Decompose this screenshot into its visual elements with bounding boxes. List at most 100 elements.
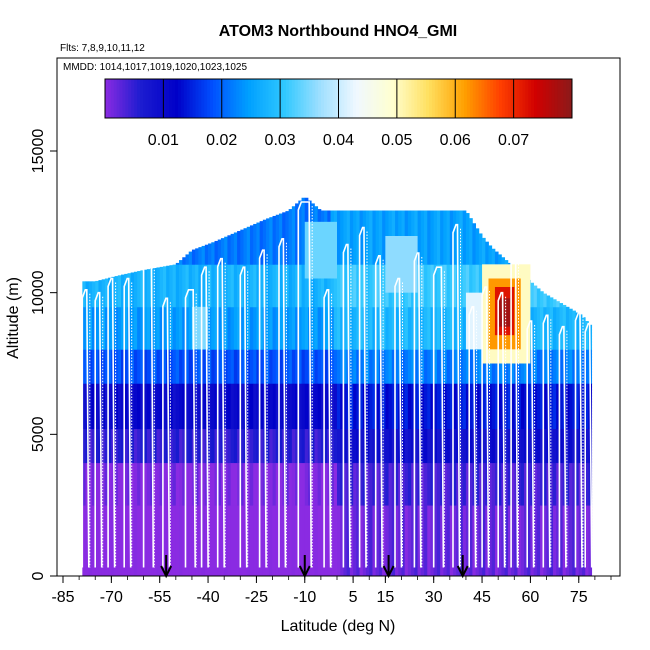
heatmap-cell bbox=[459, 306, 464, 350]
heatmap-cell bbox=[262, 505, 267, 577]
heatmap-cell bbox=[269, 505, 273, 577]
heatmap-cell bbox=[372, 264, 377, 308]
heatmap-cell bbox=[249, 264, 254, 308]
heatmap-cell bbox=[398, 505, 402, 577]
heatmap-cell bbox=[291, 505, 296, 577]
heatmap-cell bbox=[433, 462, 438, 506]
heatmap-cell bbox=[266, 462, 270, 506]
colorbar-swatch bbox=[189, 79, 194, 118]
heatmap-cell bbox=[262, 462, 267, 506]
heatmap-cell bbox=[382, 349, 386, 384]
heatmap-cell bbox=[382, 428, 386, 464]
heatmap-cell bbox=[301, 264, 306, 308]
heatmap-cell bbox=[446, 306, 451, 350]
colorbar-swatch bbox=[207, 79, 211, 118]
heatmap-cell bbox=[233, 383, 238, 430]
heatmap-cell bbox=[179, 349, 183, 384]
colorbar-swatch bbox=[160, 79, 164, 118]
heatmap-cell bbox=[440, 505, 444, 577]
heatmap-cell bbox=[124, 383, 128, 430]
heatmap-cell bbox=[146, 383, 151, 430]
heatmap-cell bbox=[585, 349, 589, 384]
heatmap-cell bbox=[552, 306, 557, 350]
colorbar-swatch bbox=[140, 79, 144, 118]
heatmap-cell bbox=[133, 462, 138, 506]
heatmap-cell bbox=[211, 462, 215, 506]
colorbar-swatch bbox=[539, 79, 544, 118]
colorbar-swatch bbox=[364, 79, 369, 118]
heatmap-cell bbox=[520, 505, 525, 577]
heatmap-cell bbox=[256, 505, 261, 577]
heatmap-cell bbox=[462, 383, 467, 430]
heatmap-cell bbox=[291, 349, 296, 384]
heatmap-cell bbox=[356, 505, 360, 577]
colorbar-swatch bbox=[350, 79, 354, 118]
heatmap-cell bbox=[217, 428, 222, 464]
colorbar-swatch bbox=[271, 79, 275, 118]
heatmap-cell bbox=[304, 428, 309, 464]
colorbar-swatch bbox=[507, 79, 512, 118]
colorbar-swatch bbox=[265, 79, 269, 118]
colorbar-swatch bbox=[405, 79, 410, 118]
heatmap-cell bbox=[366, 349, 370, 384]
heatmap-cell bbox=[575, 462, 580, 506]
heatmap-cell bbox=[288, 428, 293, 464]
colorbar-swatch bbox=[376, 79, 380, 118]
heatmap-cell bbox=[140, 306, 144, 350]
heatmap-cell bbox=[536, 505, 541, 577]
heatmap-cell bbox=[98, 462, 103, 506]
heatmap-cell bbox=[298, 200, 302, 265]
heatmap-cell bbox=[159, 306, 164, 350]
heatmap-cell bbox=[427, 349, 431, 384]
heatmap-cell bbox=[433, 505, 438, 577]
heatmap-cell bbox=[208, 243, 212, 265]
heatmap-cell bbox=[143, 269, 148, 308]
flight-profile-line bbox=[358, 226, 367, 568]
heatmap-cell bbox=[572, 505, 576, 577]
heatmap-cell bbox=[201, 462, 206, 506]
heatmap-cell bbox=[514, 505, 518, 577]
heatmap-cell bbox=[430, 428, 435, 464]
heatmap-cell bbox=[585, 428, 589, 464]
colorbar-swatch bbox=[452, 79, 456, 118]
heatmap-cell bbox=[256, 462, 261, 506]
heatmap-cell bbox=[204, 505, 209, 577]
heatmap-cell bbox=[275, 264, 280, 308]
heatmap-cell bbox=[491, 383, 496, 430]
colorbar-swatch bbox=[242, 79, 246, 118]
heatmap-cell bbox=[552, 349, 557, 384]
heatmap-cell bbox=[543, 383, 547, 430]
heatmap-cell bbox=[117, 505, 122, 577]
colorbar-swatch bbox=[253, 79, 258, 118]
colorbar-swatch bbox=[367, 79, 372, 118]
heatmap-cell bbox=[465, 349, 470, 384]
colorbar-swatch bbox=[250, 79, 255, 118]
heatmap-cell bbox=[372, 306, 377, 350]
heatmap-cell bbox=[243, 462, 248, 506]
heatmap-cell bbox=[440, 462, 444, 506]
heatmap-cell bbox=[143, 462, 148, 506]
heatmap-cell bbox=[520, 383, 525, 430]
heatmap-cell bbox=[353, 349, 357, 384]
heatmap-cell bbox=[340, 505, 344, 577]
heatmap-cell bbox=[401, 383, 406, 430]
colorbar-swatch bbox=[440, 79, 445, 118]
heatmap-cell bbox=[195, 383, 199, 430]
heatmap-cell bbox=[159, 505, 164, 577]
heatmap-cell bbox=[133, 306, 138, 350]
heatmap-cell bbox=[217, 349, 222, 384]
heatmap-cell bbox=[175, 264, 180, 308]
heatmap-cell bbox=[369, 306, 373, 350]
heatmap-cell bbox=[375, 428, 380, 464]
heatmap-cell bbox=[92, 462, 96, 506]
colorbar-swatch bbox=[172, 79, 176, 118]
x-tick-label: -55 bbox=[148, 589, 171, 606]
heatmap-cell bbox=[121, 383, 125, 430]
heatmap-cell bbox=[543, 428, 547, 464]
colorbar-swatch bbox=[487, 79, 491, 118]
heatmap-cell bbox=[230, 306, 235, 350]
heatmap-cell bbox=[204, 462, 209, 506]
heatmap-cell bbox=[285, 505, 290, 577]
heatmap-cell bbox=[85, 462, 90, 506]
heatmap-cell bbox=[272, 306, 277, 350]
